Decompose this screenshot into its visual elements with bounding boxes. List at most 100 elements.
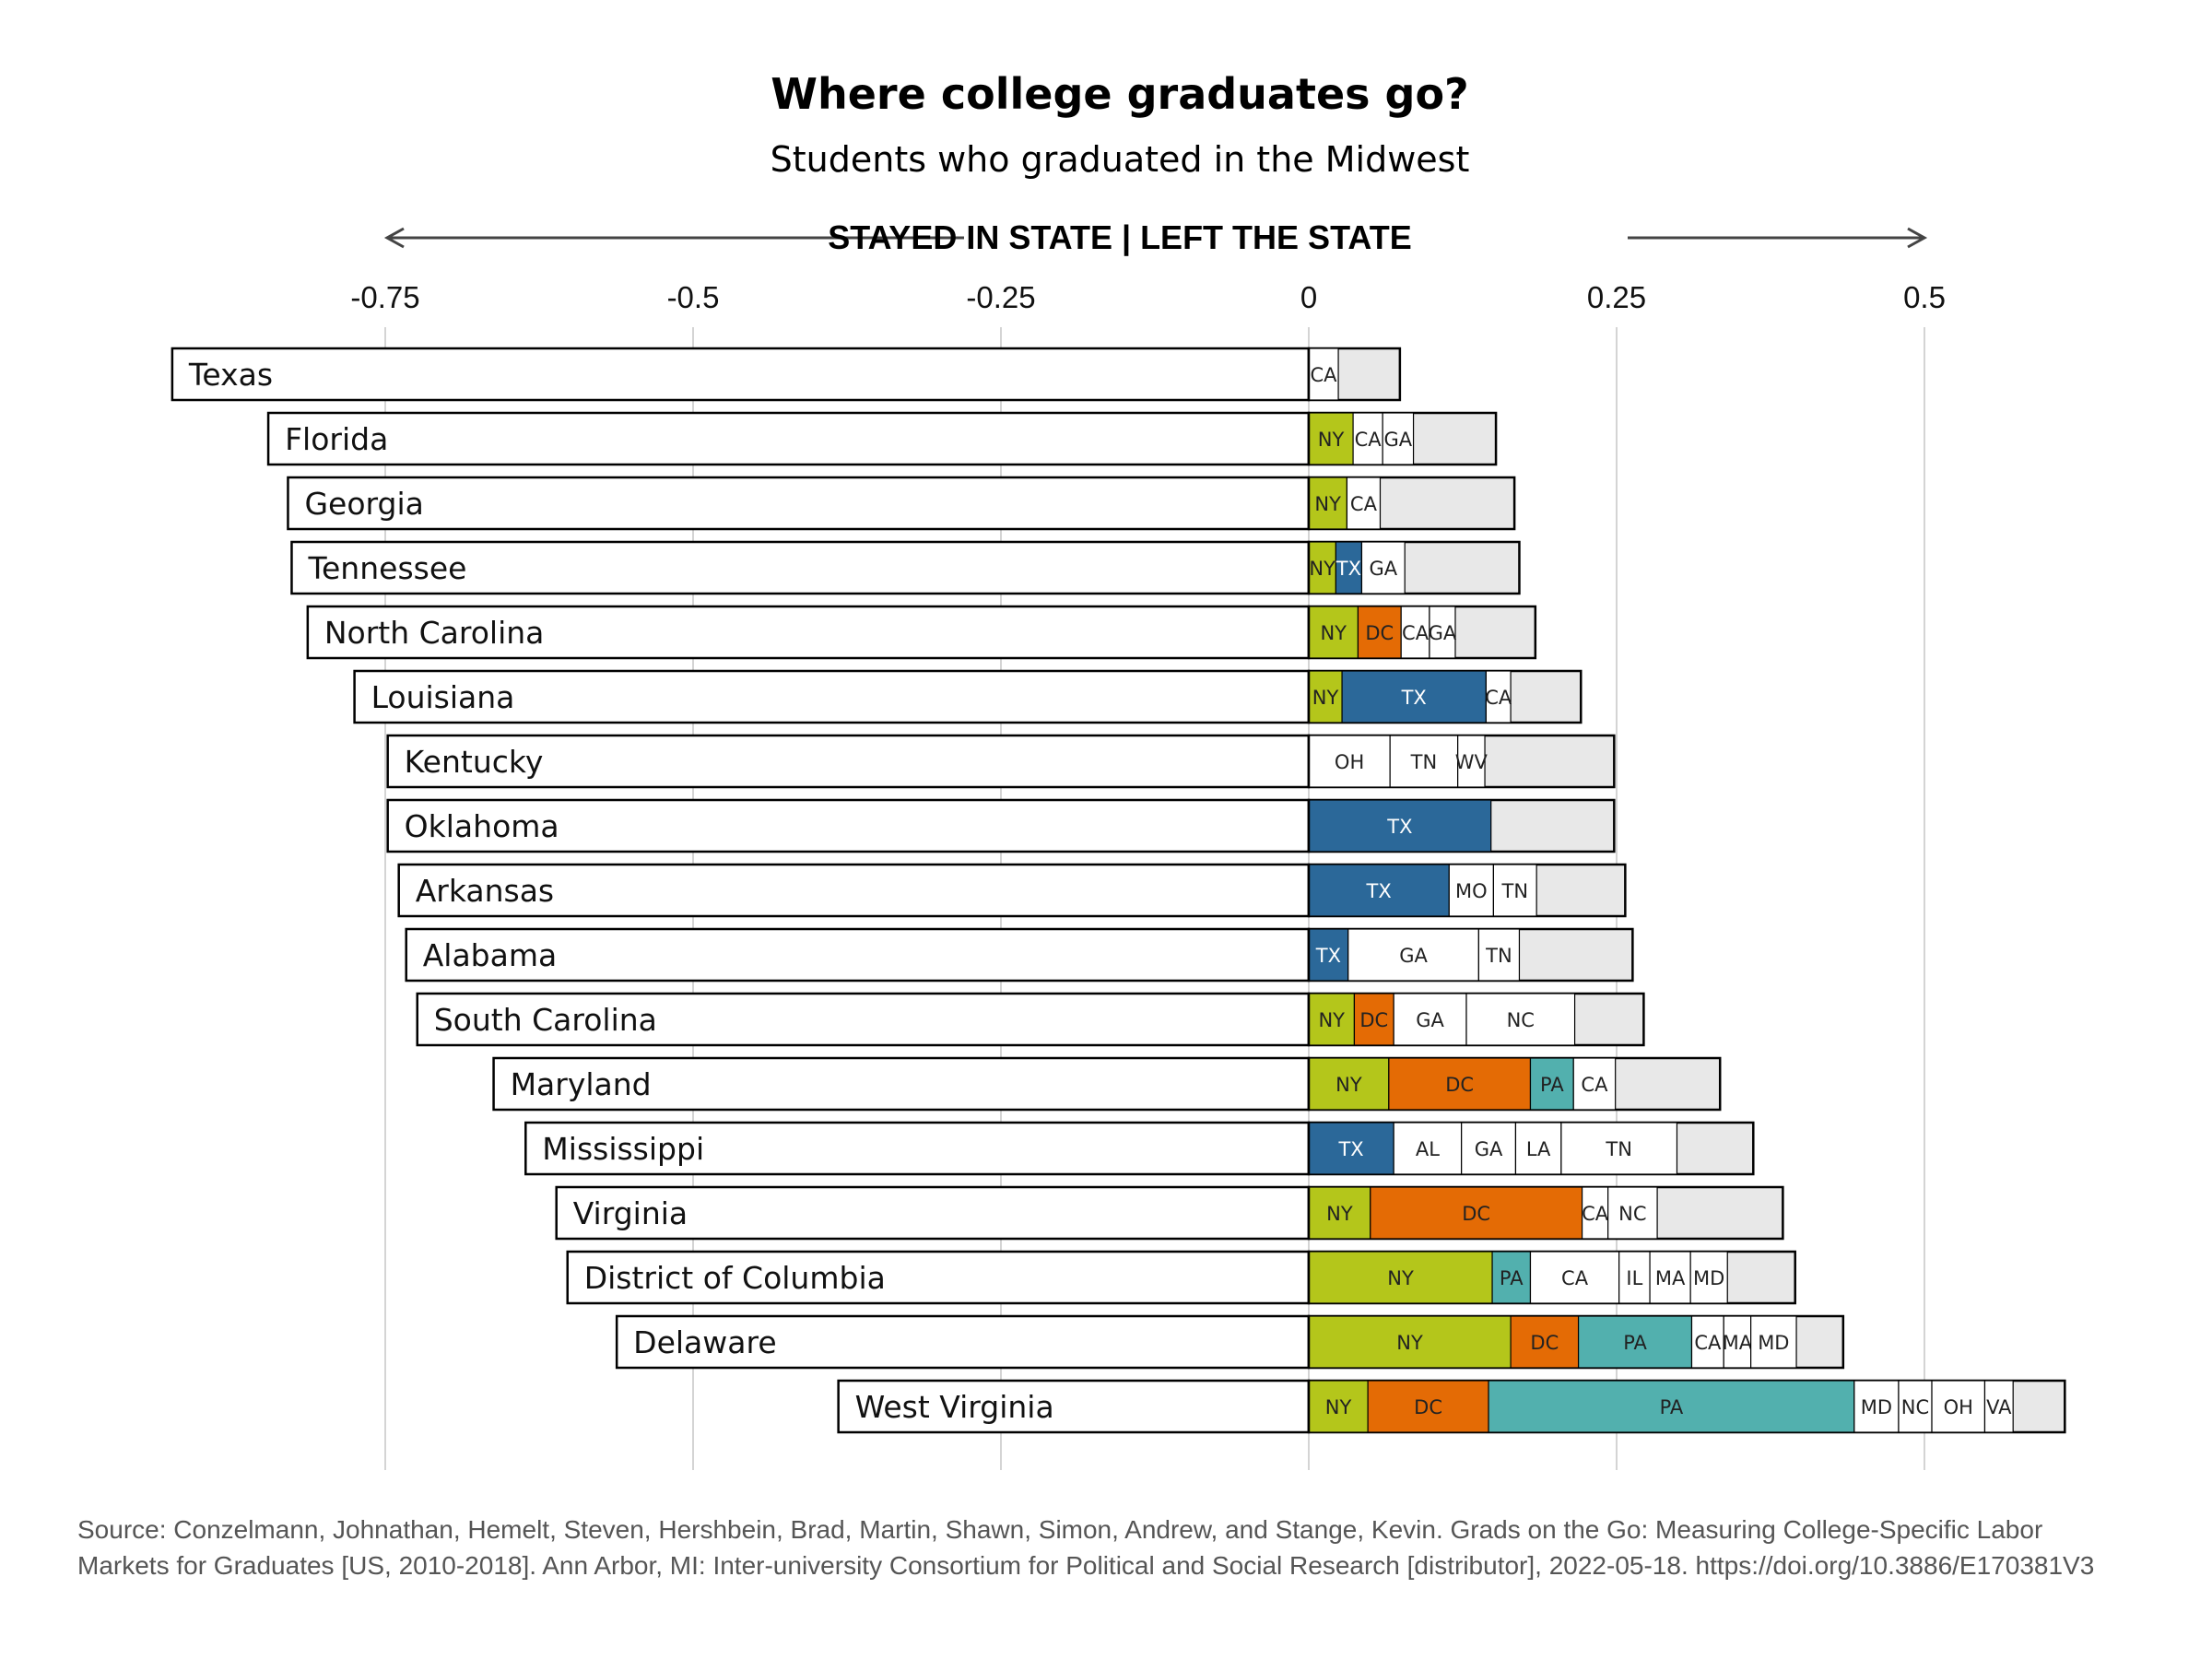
segment-label: NY xyxy=(1309,558,1335,580)
stayed-bar xyxy=(837,1379,1311,1434)
segment-label: NY xyxy=(1318,429,1345,451)
state-name-label: Alabama xyxy=(423,937,558,973)
destination-segment xyxy=(1750,1315,1797,1369)
state-row: Virginia NY DC CA NC xyxy=(555,1185,1784,1241)
segment-label: TN xyxy=(1605,1138,1632,1160)
state-row: Oklahoma TX xyxy=(386,798,1616,853)
segment-label: NY xyxy=(1320,622,1347,644)
state-name-label: North Carolina xyxy=(324,615,545,651)
segment-label: NY xyxy=(1314,493,1341,515)
state-row: Arkansas TX MO TN xyxy=(397,863,1627,918)
segment-label: TX xyxy=(1335,558,1361,580)
segment-label: IL xyxy=(1626,1267,1642,1289)
state-name-label: District of Columbia xyxy=(584,1260,886,1296)
stayed-bar xyxy=(405,927,1311,982)
segment-label: MA xyxy=(1655,1267,1686,1289)
stayed-bar xyxy=(306,605,1311,660)
destination-segment xyxy=(1308,735,1391,788)
stayed-bar xyxy=(524,1121,1311,1176)
segment-label: PA xyxy=(1623,1332,1647,1354)
state-name-label: Maryland xyxy=(511,1066,652,1102)
destination-segment xyxy=(1308,606,1359,659)
destination-segment xyxy=(1461,1122,1517,1175)
destination-segment xyxy=(1308,799,1492,853)
axis-caption-group: STAYED IN STATE | LEFT THE STATE xyxy=(383,218,1928,257)
stayed-bar xyxy=(171,347,1311,402)
stayed-bar xyxy=(492,1056,1311,1112)
segment-label: DC xyxy=(1365,622,1394,644)
segment-label: GA xyxy=(1370,558,1398,580)
destination-segment xyxy=(1352,412,1383,465)
stayed-bar xyxy=(555,1185,1311,1241)
state-name-label: Texas xyxy=(188,357,273,393)
state-row: Mississippi TX AL GA LA TN xyxy=(524,1121,1755,1176)
segment-label: NC xyxy=(1507,1009,1535,1031)
x-tick-label: -0.5 xyxy=(667,280,720,314)
destination-segment xyxy=(1457,735,1486,788)
state-row: Delaware NY DC PA CA MA MD xyxy=(615,1314,1845,1370)
stayed-bar xyxy=(386,798,1311,853)
segment-label: TX xyxy=(1366,880,1392,902)
segment-label: NY xyxy=(1387,1267,1414,1289)
destination-segment xyxy=(1477,928,1521,982)
destination-segment xyxy=(1491,1251,1532,1304)
destination-segment xyxy=(1308,1186,1371,1240)
segment-label: PA xyxy=(1540,1074,1564,1096)
state-name-label: Virginia xyxy=(573,1195,688,1231)
destination-segment xyxy=(1529,1251,1620,1304)
segment-label: CA xyxy=(1350,493,1378,515)
segment-label: NY xyxy=(1326,1203,1353,1225)
segment-label: OH xyxy=(1335,751,1364,773)
destination-segment xyxy=(1492,864,1537,917)
state-row: Florida NY CA GA xyxy=(266,411,1498,466)
destination-segment xyxy=(1308,1057,1390,1111)
segment-label: NY xyxy=(1318,1009,1345,1031)
state-row: District of Columbia NY PA CA IL MA MD xyxy=(566,1250,1796,1305)
segment-label: NY xyxy=(1335,1074,1362,1096)
x-tick-label: 0.5 xyxy=(1903,280,1946,314)
x-axis-ticks: -0.75 -0.5 -0.25 0 0.25 0.5 xyxy=(350,280,1946,314)
stayed-bar xyxy=(386,734,1311,789)
state-row: West Virginia NY DC PA MD NC OH VA xyxy=(837,1379,2066,1434)
segment-label: PA xyxy=(1660,1396,1684,1418)
segment-label: OH xyxy=(1944,1396,1973,1418)
state-name-label: Tennessee xyxy=(307,550,466,586)
axis-caption: STAYED IN STATE | LEFT THE STATE xyxy=(828,218,1411,257)
destination-segment xyxy=(1360,541,1406,594)
destination-segment xyxy=(1308,993,1356,1046)
segment-label: NC xyxy=(1901,1396,1929,1418)
segment-label: CA xyxy=(1694,1332,1722,1354)
right-arrow-head xyxy=(1907,227,1928,249)
state-name-label: Oklahoma xyxy=(405,808,559,844)
state-row: Alabama TX GA TN xyxy=(405,927,1634,982)
destination-segment xyxy=(1308,1315,1512,1369)
segment-label: GA xyxy=(1399,945,1428,967)
destination-segment xyxy=(1488,1380,1855,1433)
destination-segment xyxy=(1346,477,1382,530)
destination-segment xyxy=(1465,993,1576,1046)
segment-label: NY xyxy=(1396,1332,1423,1354)
state-row: Maryland NY DC PA CA xyxy=(492,1056,1722,1112)
x-tick-label: 0.25 xyxy=(1587,280,1646,314)
state-name-label: South Carolina xyxy=(434,1002,657,1038)
state-name-label: Georgia xyxy=(304,486,423,522)
state-name-label: Mississippi xyxy=(542,1131,704,1167)
state-name-label: Kentucky xyxy=(405,744,544,780)
destination-segment xyxy=(1931,1380,1986,1433)
destination-segment xyxy=(1308,864,1450,917)
destination-segment xyxy=(1514,1122,1562,1175)
destination-segment xyxy=(1898,1380,1933,1433)
segment-label: LA xyxy=(1526,1138,1551,1160)
destination-segment xyxy=(1341,670,1487,724)
stayed-bar xyxy=(416,992,1311,1047)
segment-label: NY xyxy=(1312,687,1339,709)
state-row: Louisiana NY TX CA xyxy=(353,669,1583,724)
chart-title: Where college graduates go? xyxy=(771,69,1469,119)
segment-label: CA xyxy=(1485,687,1512,709)
segment-label: DC xyxy=(1462,1203,1490,1225)
destination-segment xyxy=(1510,1315,1580,1369)
state-row: Tennessee NY TX GA xyxy=(290,540,1521,595)
segment-label: DC xyxy=(1359,1009,1388,1031)
segment-label: TN xyxy=(1485,945,1512,967)
stayed-bar xyxy=(290,540,1311,595)
